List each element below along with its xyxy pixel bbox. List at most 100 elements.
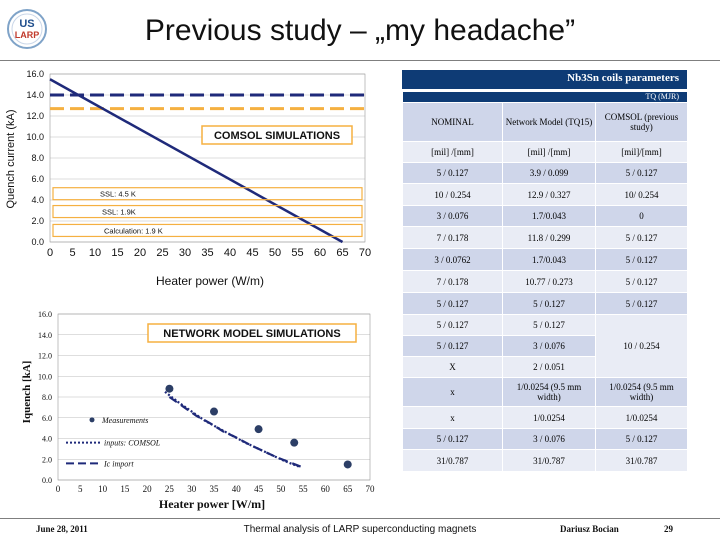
table-row: 5 / 0.127 5 / 0.127 5 / 0.127	[402, 292, 688, 315]
network-title-box	[147, 323, 357, 343]
table-cell: 5 / 0.127	[595, 270, 688, 293]
series-points	[164, 384, 352, 469]
network-chart-title: NETWORK MODEL SIMULATIONS	[163, 328, 340, 340]
y-tick-label: 16.0	[26, 69, 44, 79]
merged-cell: 10 / 0.254	[595, 314, 688, 378]
y-tick-label: 10.0	[38, 372, 52, 381]
table-cell: 3 / 0.076	[402, 205, 503, 227]
table-cell: 10.77 / 0.273	[502, 270, 596, 293]
x-tick-label: 70	[366, 484, 376, 494]
table-cell: 1/0.0254 (9.5 mm width)	[502, 377, 596, 407]
table-row: 5 / 0.127 3 / 0.076 5 / 0.127	[402, 428, 688, 450]
table-cell: 5 / 0.127	[595, 428, 688, 450]
y-tick-label: 12.0	[26, 111, 44, 121]
column-header: COMSOL (previous study)	[595, 102, 688, 142]
x-tick-label: 35	[210, 484, 220, 494]
table-cell: 5 / 0.127	[595, 248, 688, 271]
x-tick-label: 25	[156, 247, 168, 259]
table-cell: 10 / 0.254	[402, 183, 503, 206]
quench-current-line	[49, 78, 344, 244]
slide-title: Previous study – „my headache”	[144, 14, 576, 47]
legend-label: Measurements	[101, 416, 148, 425]
x-tick-label: 15	[120, 484, 130, 494]
x-tick-label: 0	[56, 484, 61, 494]
table-row: 3 / 0.076 1.7/0.043 0	[402, 205, 688, 227]
x-tick-label: 55	[299, 484, 309, 494]
x-tick-label: 20	[134, 247, 146, 259]
unit-cell: [mil] /[mm]	[402, 141, 503, 163]
x-tick-label: 30	[187, 484, 197, 494]
table-cell: 5 / 0.127	[402, 292, 503, 315]
legend: Measurements inputs: COMSOL Ic import	[66, 416, 161, 468]
table-row: x 1/0.0254 1/0.0254	[402, 406, 688, 429]
logo-larp-text: LARP	[15, 30, 40, 40]
table-cell: 3 / 0.076	[502, 428, 596, 450]
callout-box	[52, 187, 363, 201]
x-tick-label: 40	[232, 484, 242, 494]
table-cell: 3.9 / 0.099	[502, 162, 596, 184]
comsol-chart-title: COMSOL SIMULATIONS	[214, 130, 340, 142]
table-cell: 5 / 0.127	[502, 314, 596, 336]
comsol-y-axis-label: Quench current (kA)	[5, 109, 17, 208]
network-x-axis-label: Heater power [W/m]	[159, 497, 265, 511]
comsol-chart: 0.0 2.0 4.0 6.0 8.0 10.0 12.0 14.0 16.0 0 5 10 15 20…	[5, 69, 371, 288]
table-cell: 7 / 0.178	[402, 226, 503, 249]
measurement-point	[343, 460, 352, 469]
y-tick-label: 8.0	[31, 153, 44, 163]
table-cell: 1.7/0.043	[502, 205, 596, 227]
page-number: 29	[664, 524, 673, 534]
table-cell: 1/0.0254 (9.5 mm width)	[595, 377, 688, 407]
callout-label: Calculation: 1.9 K	[104, 226, 163, 235]
table-cell: 5 / 0.127	[402, 428, 503, 450]
table-cell: 1/0.0254	[595, 406, 688, 429]
column-header: Network Model (TQ15)	[502, 102, 596, 142]
x-tick-label: 0	[47, 247, 53, 259]
x-tick-label: 35	[201, 247, 213, 259]
x-tick-labels: 0 5 10 15 20 25 30 35 40 45 50 55 60 65 70	[47, 247, 371, 259]
table-cell: 3 / 0.076	[502, 335, 596, 357]
measurement-point	[290, 438, 299, 447]
y-tick-labels: 0.0 2.0 4.0 6.0 8.0 10.0 12.0 14.0 16.0	[38, 310, 52, 485]
table-cell: 5 / 0.127	[402, 335, 503, 357]
callout-box	[52, 223, 363, 238]
y-tick-label: 16.0	[38, 310, 52, 319]
y-tick-label: 2.0	[31, 216, 44, 226]
title-divider	[0, 60, 720, 61]
table-cell: x	[402, 377, 503, 407]
table-cell: 1.7/0.043	[502, 248, 596, 271]
x-tick-label: 40	[224, 247, 236, 259]
y-tick-label: 14.0	[38, 331, 52, 340]
y-tick-label: 2.0	[42, 455, 52, 464]
x-tick-label: 55	[291, 247, 303, 259]
table-cell: 0	[595, 205, 688, 227]
x-tick-label: 50	[269, 247, 281, 259]
legend-dot-marker	[89, 417, 95, 423]
table-cell: 11.8 / 0.299	[502, 226, 596, 249]
legend-label: inputs: COMSOL	[104, 439, 161, 448]
table-cell: X	[402, 356, 503, 378]
table-row: 7 / 0.178 10.77 / 0.273 5 / 0.127	[402, 270, 688, 293]
column-header: NOMINAL	[402, 102, 503, 142]
y-tick-label: 6.0	[31, 174, 44, 184]
table-band-label: TQ (MJR)	[402, 91, 688, 103]
measurement-point	[165, 384, 174, 393]
table-row: 5 / 0.127 3 / 0.076	[402, 335, 688, 357]
x-tick-label: 65	[343, 484, 353, 494]
table-cell: 12.9 / 0.327	[502, 183, 596, 206]
table-cell: 1/0.0254	[502, 406, 596, 429]
callout-label: SSL: 1.9K	[102, 208, 136, 217]
table-cell: 5 / 0.127	[402, 314, 503, 336]
table-row: 10 / 0.254 12.9 / 0.327 10/ 0.254	[402, 183, 688, 206]
network-y-axis-label: Iquench [kA]	[21, 361, 33, 424]
table-cell: 2 / 0.051	[502, 356, 596, 378]
measurement-point	[210, 407, 218, 416]
table-row: x 1/0.0254 (9.5 mm width) 1/0.0254 (9.5 mm…	[402, 377, 688, 407]
y-tick-label: 4.0	[42, 435, 52, 444]
coil-parameters-header: Nb3Sn coils parameters	[402, 70, 687, 89]
x-tick-label: 10	[89, 247, 101, 259]
logo-us-text: US	[19, 18, 34, 30]
comsol-x-axis-label: Heater power (W/m)	[156, 274, 264, 288]
coil-parameters-table: TQ (MJR) NOMINAL Network Model (TQ15) COMSO…	[402, 91, 688, 472]
table-row: [mil] /[mm] [mil] /[mm] [mil]/[mm]	[402, 141, 688, 163]
